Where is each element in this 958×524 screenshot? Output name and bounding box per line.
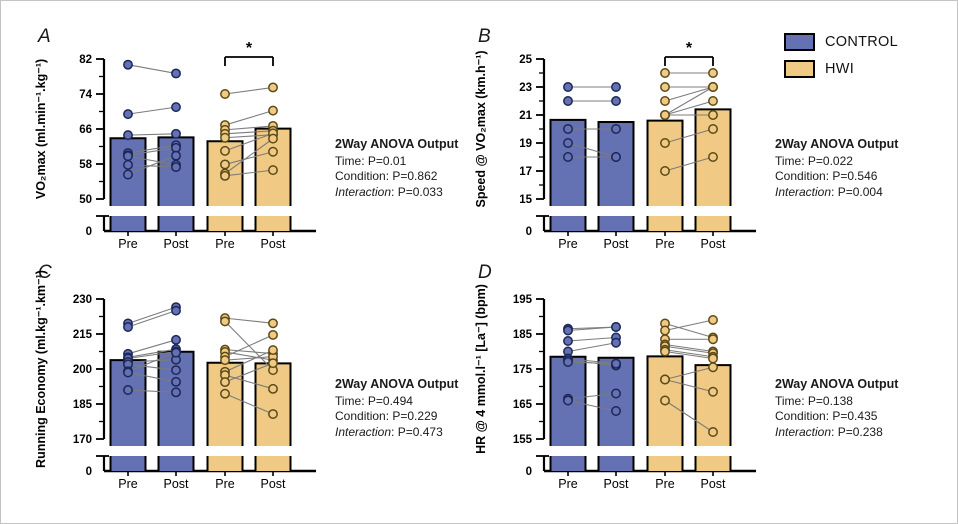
panel-b-anova-output: 2Way ANOVA Output Time: P=0.022 Conditio… [775, 137, 925, 200]
svg-text:0: 0 [86, 226, 92, 238]
legend-item-hwi: HWI [784, 60, 898, 78]
legend-label-hwi: HWI [825, 61, 855, 77]
svg-text:165: 165 [513, 399, 533, 411]
svg-text:21: 21 [519, 110, 532, 122]
panel-c-anova-output: 2Way ANOVA Output Time: P=0.494 Conditio… [335, 377, 485, 440]
panel-label-c: C [38, 262, 52, 283]
panel-b-chart: 15 17 19 21 23 25 0 Pre Post Pre Post * Speed @ VO₂m… [474, 40, 756, 251]
svg-text:Post: Post [163, 477, 189, 491]
svg-text:200: 200 [73, 364, 92, 376]
svg-text:155: 155 [513, 434, 533, 446]
svg-text:19: 19 [519, 138, 532, 150]
svg-text:VO₂max (ml.min⁻¹.kg⁻¹): VO₂max (ml.min⁻¹.kg⁻¹) [34, 59, 48, 199]
legend: CONTROL HWI [784, 33, 898, 87]
svg-text:Pre: Pre [558, 477, 578, 491]
svg-text:23: 23 [519, 82, 532, 94]
svg-text:195: 195 [513, 294, 533, 306]
anova-row-time: Time: P=0.01 [335, 153, 407, 168]
svg-text:175: 175 [513, 364, 533, 376]
svg-text:*: * [246, 40, 253, 57]
legend-label-control: CONTROL [825, 34, 898, 50]
svg-text:185: 185 [73, 399, 93, 411]
svg-text:215: 215 [73, 329, 93, 341]
anova-title: 2Way ANOVA Output [775, 377, 899, 391]
svg-text:74: 74 [79, 89, 92, 101]
svg-text:0: 0 [526, 226, 532, 238]
anova-row-time: Time: P=0.494 [335, 393, 413, 408]
svg-text:Post: Post [603, 477, 629, 491]
anova-row-condition: Condition: P=0.546 [775, 169, 878, 183]
anova-title: 2Way ANOVA Output [775, 137, 899, 151]
panel-a-chart: 50 58 66 74 82 0 Pre Post Pre Post * VO₂max (ml.min… [34, 40, 316, 251]
anova-title: 2Way ANOVA Output [335, 137, 459, 151]
anova-title: 2Way ANOVA Output [335, 377, 459, 391]
svg-text:25: 25 [519, 54, 532, 66]
svg-text:Pre: Pre [215, 237, 235, 251]
svg-text:50: 50 [79, 194, 92, 206]
panel-c-chart: 170 185 200 215 230 0 Pre Post Pre Post Running Ec… [34, 270, 316, 491]
svg-text:Pre: Pre [655, 237, 675, 251]
svg-text:58: 58 [79, 159, 92, 171]
svg-text:Post: Post [260, 477, 286, 491]
hwi-color-swatch [784, 60, 815, 78]
svg-text:185: 185 [513, 329, 533, 341]
svg-text:17: 17 [519, 166, 532, 178]
panel-d-anova-output: 2Way ANOVA Output Time: P=0.138 Conditio… [775, 377, 925, 440]
svg-text:15: 15 [519, 194, 532, 206]
anova-row-condition: Condition: P=0.229 [335, 409, 438, 423]
svg-text:Post: Post [260, 237, 286, 251]
panel-label-d: D [478, 262, 492, 283]
svg-text:66: 66 [79, 124, 92, 136]
svg-text:Pre: Pre [118, 237, 138, 251]
svg-text:Pre: Pre [215, 477, 235, 491]
legend-item-control: CONTROL [784, 33, 898, 51]
anova-row-time: Time: P=0.138 [775, 393, 853, 408]
svg-text:230: 230 [73, 294, 92, 306]
anova-row-interaction: Interaction: P=0.033 [335, 184, 443, 199]
anova-row-interaction: Interaction: P=0.238 [775, 424, 883, 439]
control-color-swatch [784, 33, 815, 51]
panel-label-a: A [38, 26, 51, 47]
panel-d-chart: 155 165 175 185 195 0 Pre Post Pre Post HR @ 4 mmo… [474, 284, 756, 491]
svg-text:Pre: Pre [118, 477, 138, 491]
svg-text:Post: Post [700, 477, 726, 491]
anova-row-interaction: Interaction: P=0.004 [775, 184, 883, 199]
panel-a-anova-output: 2Way ANOVA Output Time: P=0.01 Condition… [335, 137, 485, 200]
svg-text:0: 0 [526, 466, 532, 478]
svg-text:82: 82 [79, 54, 92, 66]
svg-text:0: 0 [86, 466, 92, 478]
svg-text:Post: Post [700, 237, 726, 251]
anova-row-condition: Condition: P=0.435 [775, 409, 878, 423]
svg-text:170: 170 [73, 434, 92, 446]
svg-text:HR @ 4 mmol.l⁻¹ [La⁻] (bpm): HR @ 4 mmol.l⁻¹ [La⁻] (bpm) [474, 284, 488, 454]
svg-text:Pre: Pre [655, 477, 675, 491]
svg-text:Post: Post [603, 237, 629, 251]
svg-text:Running Economy (ml.kg⁻¹.km⁻¹): Running Economy (ml.kg⁻¹.km⁻¹) [34, 270, 48, 468]
anova-row-interaction: Interaction: P=0.473 [335, 424, 443, 439]
svg-text:Post: Post [163, 237, 189, 251]
panel-label-b: B [478, 26, 491, 47]
anova-row-time: Time: P=0.022 [775, 153, 853, 168]
svg-text:*: * [686, 40, 693, 57]
svg-text:Pre: Pre [558, 237, 578, 251]
svg-text:Speed @ VO₂max (km.h⁻¹): Speed @ VO₂max (km.h⁻¹) [474, 50, 488, 207]
anova-row-condition: Condition: P=0.862 [335, 169, 438, 183]
